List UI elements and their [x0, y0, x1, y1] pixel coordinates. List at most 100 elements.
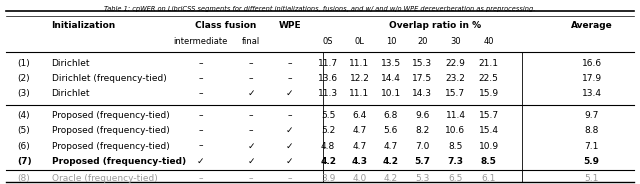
- Text: (4): (4): [18, 111, 30, 120]
- Text: ✓: ✓: [247, 89, 255, 98]
- Text: 30: 30: [450, 37, 461, 46]
- Text: Proposed (frequency-tied): Proposed (frequency-tied): [52, 157, 186, 166]
- Text: 22.5: 22.5: [479, 74, 499, 83]
- Text: 11.1: 11.1: [349, 89, 369, 98]
- Text: Dirichlet: Dirichlet: [52, 89, 90, 98]
- Text: Average: Average: [571, 21, 612, 30]
- Text: 14.3: 14.3: [412, 89, 432, 98]
- Text: Overlap ratio in %: Overlap ratio in %: [388, 21, 481, 30]
- Text: (8): (8): [18, 174, 31, 183]
- Text: Table 1: cpWER on LibriCSS segments for different initializations, fusions, and : Table 1: cpWER on LibriCSS segments for …: [104, 6, 536, 13]
- Text: –: –: [249, 74, 253, 83]
- Text: 7.0: 7.0: [415, 142, 429, 151]
- Text: 13.6: 13.6: [318, 74, 338, 83]
- Text: 6.5: 6.5: [448, 174, 463, 183]
- Text: 6.8: 6.8: [384, 111, 398, 120]
- Text: 4.7: 4.7: [353, 142, 367, 151]
- Text: 4.2: 4.2: [383, 157, 399, 166]
- Text: 13.5: 13.5: [381, 59, 401, 68]
- Text: ✓: ✓: [247, 142, 255, 151]
- Text: Proposed (frequency-tied): Proposed (frequency-tied): [52, 126, 170, 135]
- Text: 9.7: 9.7: [584, 111, 599, 120]
- Text: –: –: [287, 174, 292, 183]
- Text: 6.4: 6.4: [353, 111, 367, 120]
- Text: 8.8: 8.8: [584, 126, 599, 135]
- Text: ✓: ✓: [247, 157, 255, 166]
- Text: 16.6: 16.6: [582, 59, 602, 68]
- Text: 5.5: 5.5: [321, 111, 335, 120]
- Text: –: –: [198, 142, 203, 151]
- Text: 4.8: 4.8: [321, 142, 335, 151]
- Text: ✓: ✓: [197, 157, 205, 166]
- Text: –: –: [198, 126, 203, 135]
- Text: 20: 20: [417, 37, 428, 46]
- Text: Dirichlet: Dirichlet: [52, 59, 90, 68]
- Text: 5.6: 5.6: [384, 126, 398, 135]
- Text: –: –: [198, 59, 203, 68]
- Text: (3): (3): [18, 89, 31, 98]
- Text: (6): (6): [18, 142, 31, 151]
- Text: 11.1: 11.1: [349, 59, 369, 68]
- Text: 8.5: 8.5: [481, 157, 497, 166]
- Text: Initialization: Initialization: [52, 21, 116, 30]
- Text: 14.4: 14.4: [381, 74, 401, 83]
- Text: Proposed (frequency-tied): Proposed (frequency-tied): [52, 111, 170, 120]
- Text: 12.2: 12.2: [349, 74, 369, 83]
- Text: 15.7: 15.7: [445, 89, 465, 98]
- Text: 6.1: 6.1: [481, 174, 496, 183]
- Text: 10: 10: [386, 37, 396, 46]
- Text: 10.6: 10.6: [445, 126, 465, 135]
- Text: 4.0: 4.0: [353, 174, 367, 183]
- Text: 4.7: 4.7: [353, 126, 367, 135]
- Text: ✓: ✓: [286, 89, 294, 98]
- Text: ✓: ✓: [286, 126, 294, 135]
- Text: 10.9: 10.9: [479, 142, 499, 151]
- Text: 7.1: 7.1: [584, 142, 599, 151]
- Text: 23.2: 23.2: [445, 74, 465, 83]
- Text: 3.9: 3.9: [321, 174, 335, 183]
- Text: ✓: ✓: [286, 157, 294, 166]
- Text: –: –: [249, 111, 253, 120]
- Text: (7): (7): [18, 157, 32, 166]
- Text: 9.6: 9.6: [415, 111, 429, 120]
- Text: Proposed (frequency-tied): Proposed (frequency-tied): [52, 142, 170, 151]
- Text: 4.3: 4.3: [351, 157, 367, 166]
- Text: 4.7: 4.7: [384, 142, 398, 151]
- Text: 11.7: 11.7: [318, 59, 338, 68]
- Text: –: –: [287, 74, 292, 83]
- Text: –: –: [287, 59, 292, 68]
- Text: 10.1: 10.1: [381, 89, 401, 98]
- Text: final: final: [242, 37, 260, 46]
- Text: 5.3: 5.3: [415, 174, 429, 183]
- Text: 15.9: 15.9: [479, 89, 499, 98]
- Text: Class fusion: Class fusion: [195, 21, 257, 30]
- Text: –: –: [198, 174, 203, 183]
- Text: 0S: 0S: [323, 37, 333, 46]
- Text: 11.4: 11.4: [445, 111, 465, 120]
- Text: 13.4: 13.4: [582, 89, 602, 98]
- Text: 8.2: 8.2: [415, 126, 429, 135]
- Text: –: –: [249, 126, 253, 135]
- Text: (5): (5): [18, 126, 31, 135]
- Text: 17.9: 17.9: [582, 74, 602, 83]
- Text: 0L: 0L: [355, 37, 364, 46]
- Text: 4.2: 4.2: [384, 174, 398, 183]
- Text: 22.9: 22.9: [445, 59, 465, 68]
- Text: 5.2: 5.2: [321, 126, 335, 135]
- Text: –: –: [249, 174, 253, 183]
- Text: 40: 40: [483, 37, 494, 46]
- Text: WPE: WPE: [278, 21, 301, 30]
- Text: (2): (2): [18, 74, 30, 83]
- Text: 5.7: 5.7: [414, 157, 430, 166]
- Text: 21.1: 21.1: [479, 59, 499, 68]
- Text: 15.3: 15.3: [412, 59, 432, 68]
- Text: 11.3: 11.3: [318, 89, 338, 98]
- Text: –: –: [249, 59, 253, 68]
- Text: 4.2: 4.2: [320, 157, 336, 166]
- Text: ✓: ✓: [286, 142, 294, 151]
- Text: 5.9: 5.9: [584, 157, 600, 166]
- Text: 15.7: 15.7: [479, 111, 499, 120]
- Text: –: –: [198, 74, 203, 83]
- Text: (1): (1): [18, 59, 31, 68]
- Text: intermediate: intermediate: [173, 37, 228, 46]
